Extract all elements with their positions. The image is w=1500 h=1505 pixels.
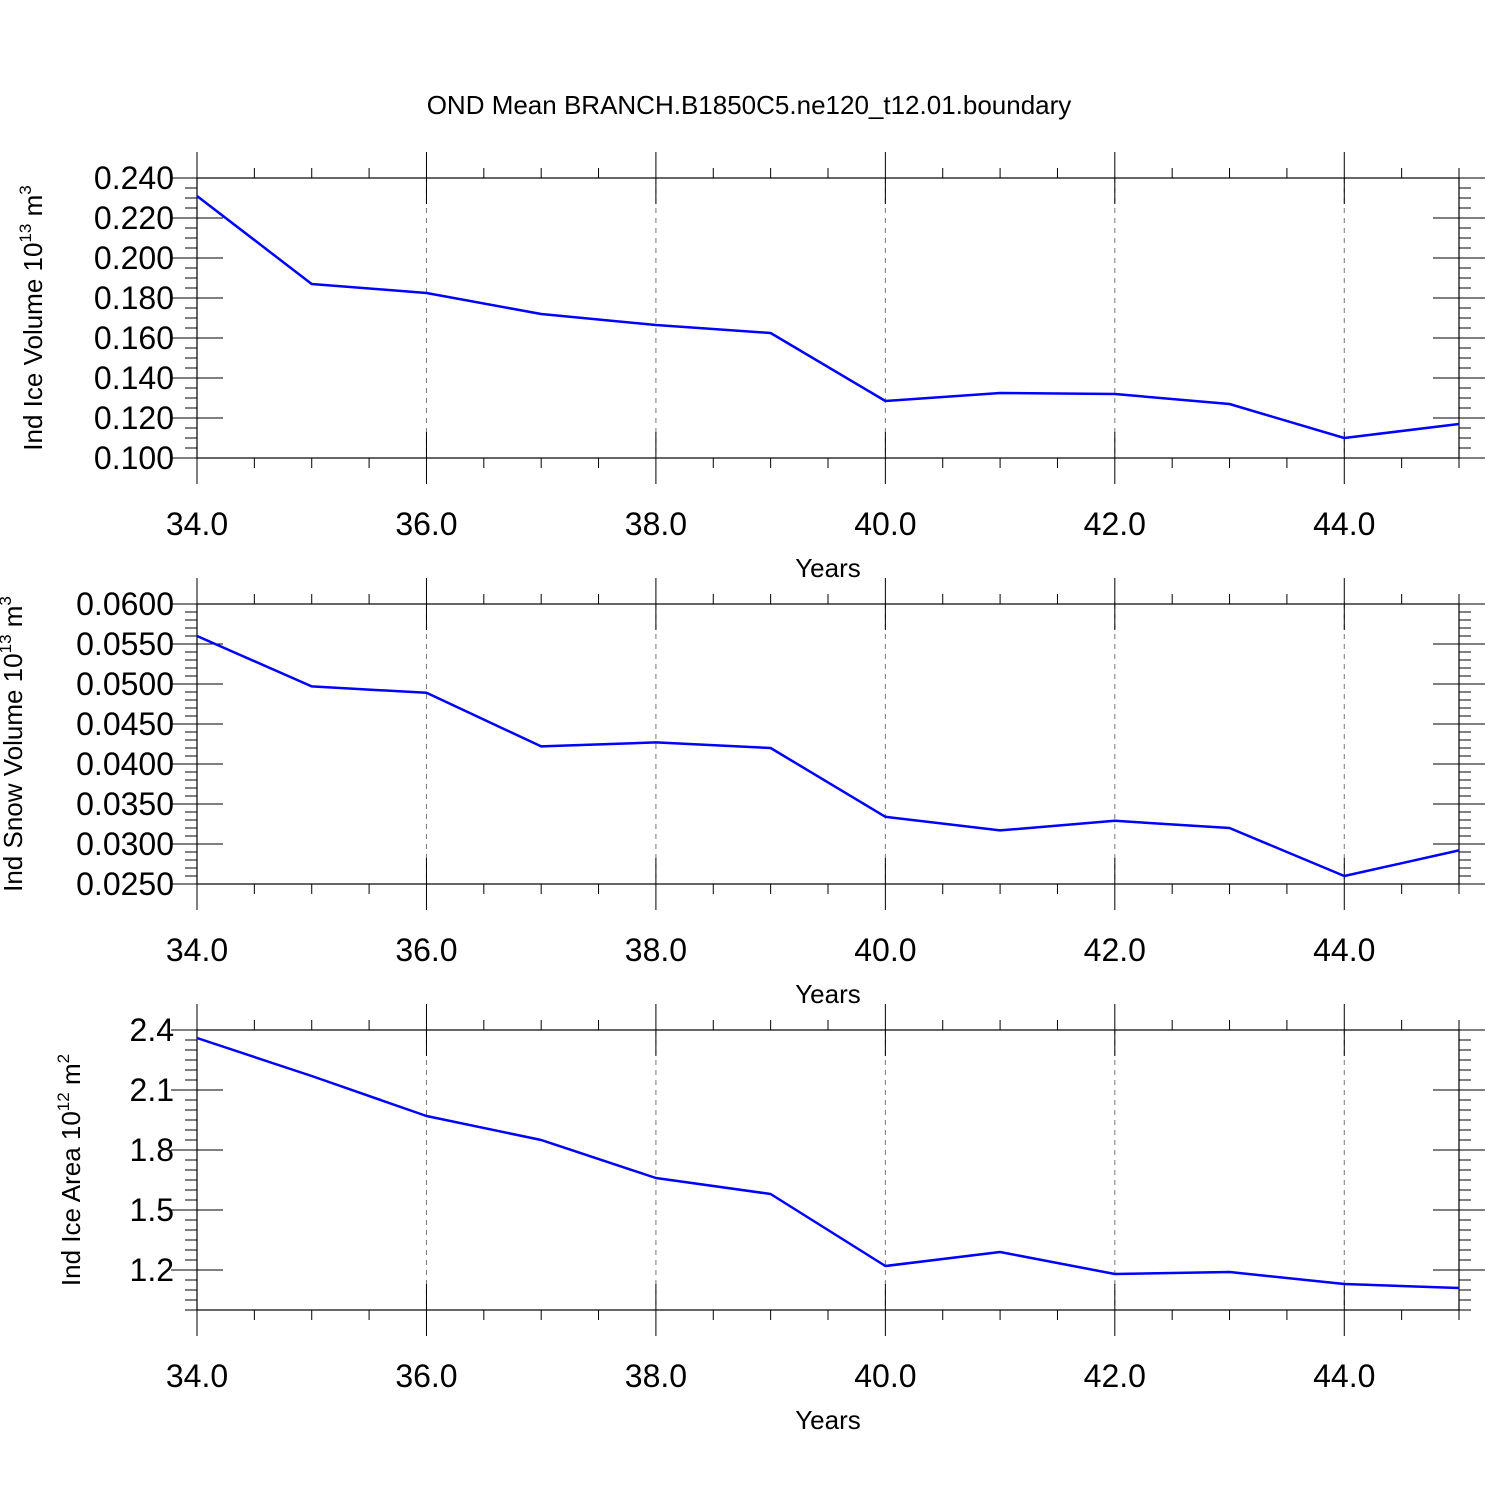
- y-tick-label: 0.0450: [76, 706, 174, 742]
- x-tick-label: 34.0: [166, 932, 228, 968]
- x-tick-label: 40.0: [854, 932, 916, 968]
- x-tick-label: 38.0: [625, 1358, 687, 1394]
- y-tick-label: 0.100: [94, 440, 174, 476]
- x-tick-label: 40.0: [854, 1358, 916, 1394]
- panel-3: 34.0 36.0 38.0 40.0 42.0 44.0 1.2 1.5 1.8 2.1 2.4 Y…: [54, 1004, 1485, 1435]
- x-tick-label: 42.0: [1084, 1358, 1146, 1394]
- y-axis-label-superscript: 3: [0, 596, 15, 605]
- x-tick-label: 44.0: [1313, 506, 1375, 542]
- y-axis-label-group: Ind Snow Volume 1013 m3: [0, 596, 28, 892]
- y-tick-label: 1.8: [130, 1132, 174, 1168]
- y-tick-label: 0.0350: [76, 786, 174, 822]
- x-tick-label: 36.0: [395, 1358, 457, 1394]
- y-axis-label-group: Ind Ice Volume 1013 m3: [16, 185, 48, 450]
- y-tick-label: 0.120: [94, 400, 174, 436]
- y-axis-label-part: Ind Ice Area 10: [56, 1111, 86, 1286]
- y-tick-label: 0.200: [94, 240, 174, 276]
- y-tick-label: 0.0250: [76, 866, 174, 902]
- data-line: [196, 1036, 1460, 1290]
- x-axis-label: Years: [795, 553, 861, 583]
- x-tick-label: 34.0: [166, 1358, 228, 1394]
- y-tick-label: 0.180: [94, 280, 174, 316]
- y-tick-label: 0.140: [94, 360, 174, 396]
- y-tick-label: 0.0600: [76, 586, 174, 622]
- x-tick-label: 36.0: [395, 932, 457, 968]
- y-tick-label: 0.0400: [76, 746, 174, 782]
- x-axis-label: Years: [795, 1405, 861, 1435]
- x-tick-label: 36.0: [395, 506, 457, 542]
- y-axis-label-superscript: 13: [16, 224, 35, 243]
- data-line: [196, 195, 1460, 440]
- data-line: [196, 634, 1460, 878]
- panel-1: 34.0 36.0 38.0 40.0 42.0 44.0 0.100 0.120 0.140 0…: [16, 152, 1485, 583]
- y-axis-label-part: Ind Ice Volume 10: [18, 243, 48, 451]
- y-tick-label: 0.0300: [76, 826, 174, 862]
- y-axis-label-superscript: 13: [0, 634, 15, 653]
- y-tick-label: 1.2: [130, 1252, 174, 1288]
- y-axis-label-part: m: [56, 1063, 86, 1092]
- x-tick-label: 44.0: [1313, 1358, 1375, 1394]
- y-axis-label: Ind Snow Volume 1013 m3: [0, 596, 28, 892]
- x-tick-label: 38.0: [625, 932, 687, 968]
- panel-2: 34.0 36.0 38.0 40.0 42.0 44.0 0.0250 0.0300 0.03…: [0, 578, 1485, 1009]
- x-tick-label: 38.0: [625, 506, 687, 542]
- y-tick-label: 0.240: [94, 160, 174, 196]
- y-axis-label-group: Ind Ice Area 1012 m2: [54, 1054, 86, 1286]
- x-tick-label: 42.0: [1084, 506, 1146, 542]
- y-tick-label: 1.5: [130, 1192, 174, 1228]
- y-axis-label-part: Ind Snow Volume 10: [0, 653, 28, 892]
- y-tick-label: 2.4: [130, 1012, 174, 1048]
- x-tick-label: 42.0: [1084, 932, 1146, 968]
- x-tick-label: 44.0: [1313, 932, 1375, 968]
- chart-title: OND Mean BRANCH.B1850C5.ne120_t12.01.bou…: [427, 90, 1072, 120]
- y-axis-label: Ind Ice Volume 1013 m3: [16, 185, 48, 450]
- y-tick-label: 0.160: [94, 320, 174, 356]
- y-axis-label-superscript: 2: [54, 1054, 73, 1063]
- y-axis-label-superscript: 12: [54, 1092, 73, 1111]
- y-tick-label: 0.220: [94, 200, 174, 236]
- y-tick-label: 0.0500: [76, 666, 174, 702]
- plot-frame: [196, 603, 1460, 885]
- x-tick-label: 40.0: [854, 506, 916, 542]
- x-axis-label: Years: [795, 979, 861, 1009]
- plot-frame: [196, 1029, 1460, 1311]
- y-axis-label-part: m: [18, 195, 48, 224]
- y-tick-label: 2.1: [130, 1072, 174, 1108]
- y-axis-label-part: m: [0, 606, 28, 635]
- y-axis-label-superscript: 3: [16, 185, 35, 194]
- y-axis-label: Ind Ice Area 1012 m2: [54, 1054, 86, 1286]
- x-tick-label: 34.0: [166, 506, 228, 542]
- y-tick-label: 0.0550: [76, 626, 174, 662]
